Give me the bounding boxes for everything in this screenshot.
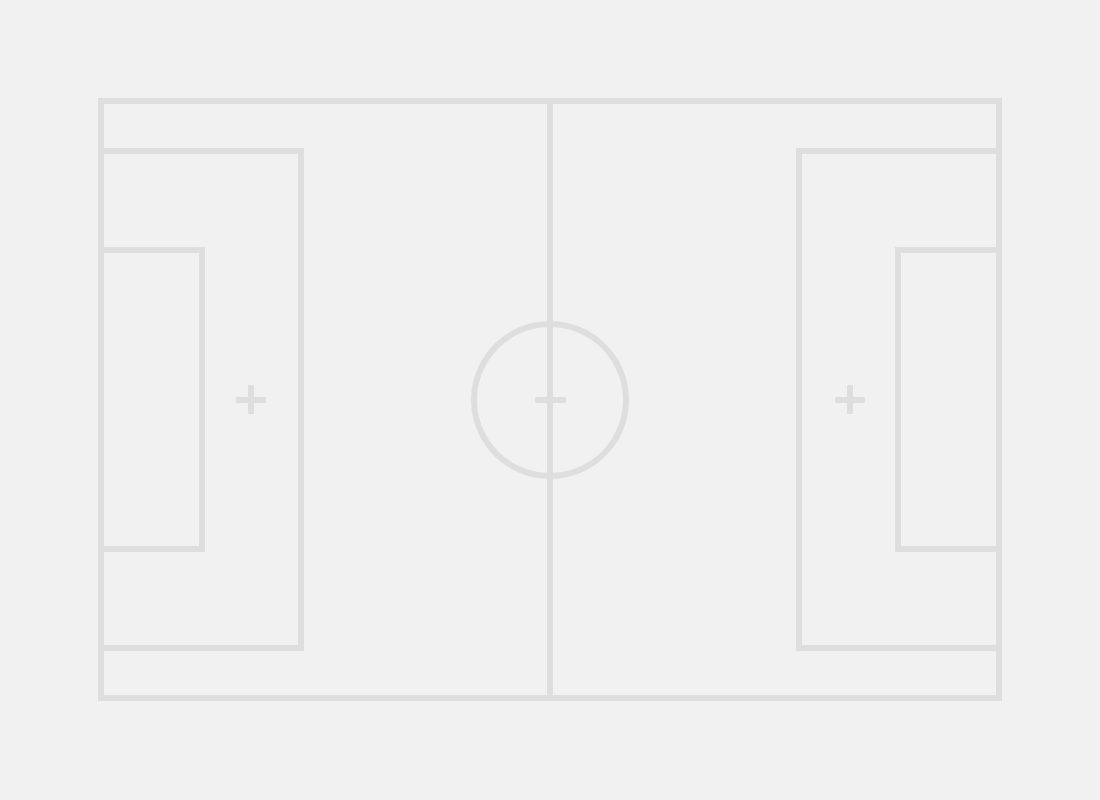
left-penalty-area [101,148,304,651]
left-goal-area [101,247,205,552]
right-penalty-area [796,148,999,651]
right-penalty-mark [835,385,865,414]
center-circle [471,321,629,479]
right-goal-area [895,247,999,552]
left-penalty-mark [236,385,266,414]
